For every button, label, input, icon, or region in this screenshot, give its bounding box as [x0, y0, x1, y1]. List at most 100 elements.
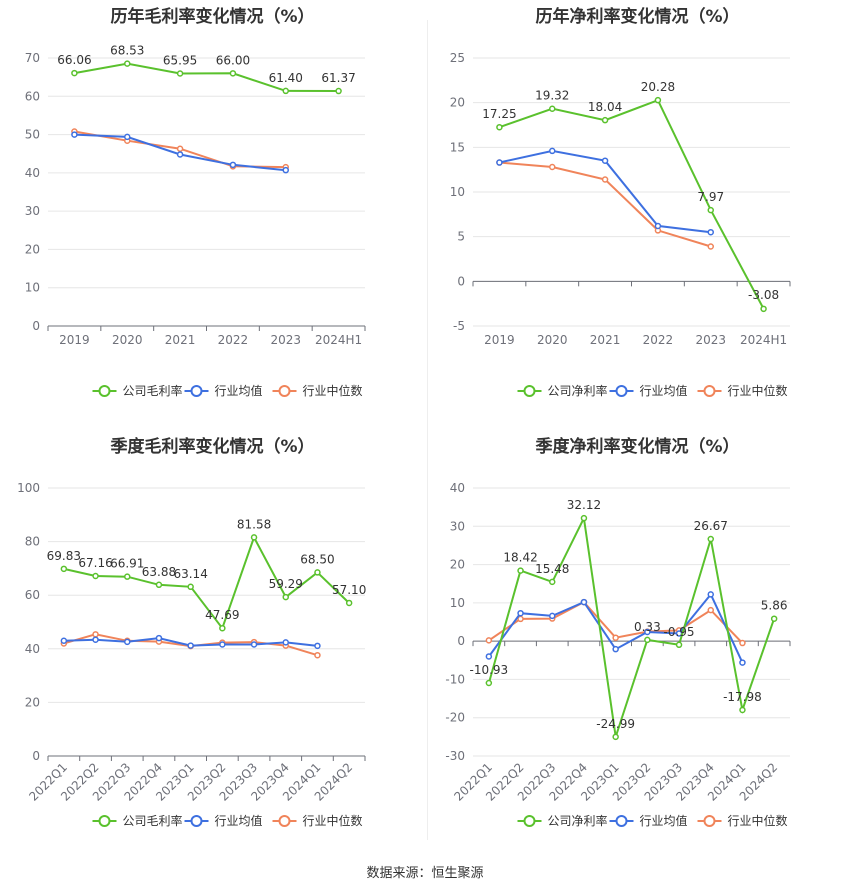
data-point-avg	[707, 591, 714, 598]
data-point-avg	[282, 166, 289, 174]
y-tick-label: -10	[445, 672, 465, 686]
legend-label: 行业均值	[640, 813, 688, 828]
data-point-avg	[654, 222, 662, 230]
chart-title: 历年毛利率变化情况（%）	[110, 7, 315, 27]
data-label: 5.86	[761, 599, 788, 613]
x-tick-label: 2021	[590, 333, 621, 347]
data-label: 57.10	[332, 583, 366, 597]
chart-title: 季度毛利率变化情况（%）	[110, 437, 315, 457]
data-point-avg	[60, 637, 68, 645]
data-point-median	[707, 606, 714, 614]
legend-item-avg: 行业均值	[609, 813, 688, 828]
y-tick-label: 40	[25, 642, 40, 656]
data-point-company	[517, 567, 524, 574]
data-point-avg	[707, 228, 714, 236]
y-tick-label: -5	[453, 319, 465, 333]
y-tick-label: -20	[445, 711, 465, 725]
x-tick-label: 2023	[695, 333, 726, 347]
data-label: -10.93	[470, 663, 509, 677]
data-label: 67.16	[78, 556, 112, 570]
series-line-company	[499, 98, 765, 310]
data-label: 20.28	[641, 80, 675, 94]
legend-label: 行业均值	[215, 813, 263, 828]
x-tick-label: 2024H1	[315, 333, 362, 347]
y-tick-label: 40	[25, 166, 40, 180]
legend-label: 行业均值	[215, 383, 263, 398]
legend-label: 行业均值	[640, 383, 688, 398]
data-source: 数据来源：恒生聚源	[366, 866, 484, 881]
data-label: 61.40	[269, 71, 303, 85]
data-point-median	[549, 163, 556, 171]
legend-item-company: 公司毛利率	[92, 383, 183, 398]
y-tick-label: 15	[450, 140, 465, 154]
series-line-median	[499, 161, 712, 248]
x-tick-label: 2022	[218, 333, 249, 347]
data-label: 32.12	[567, 498, 601, 512]
legend-marker	[523, 385, 536, 397]
data-point-company	[92, 572, 99, 580]
data-point-avg	[229, 161, 237, 169]
annual-gross-margin-chart: 历年毛利率变化情况（%） 0 10 20 30 40 50 60 70 2019 2020 2021…	[0, 0, 425, 430]
data-label: 0.33	[634, 620, 661, 634]
legend-item-median: 行业中位数	[272, 383, 363, 398]
data-point-company	[739, 706, 746, 714]
data-point-avg	[187, 642, 194, 649]
data-label: 15.48	[535, 562, 569, 576]
y-tick-label: 20	[25, 695, 40, 709]
data-point-avg	[485, 653, 493, 660]
y-tick-label: 20	[450, 558, 465, 572]
chart-title: 历年净利率变化情况（%）	[535, 7, 740, 27]
data-label: 59.29	[269, 577, 303, 591]
x-tick-label: 2020	[537, 333, 568, 347]
series-line-company	[487, 514, 776, 738]
data-point-company	[155, 581, 163, 589]
data-point-avg	[496, 159, 503, 166]
data-point-company	[675, 641, 683, 649]
data-point-avg	[644, 628, 651, 636]
data-point-avg	[124, 133, 131, 141]
legend-item-avg: 行业均值	[609, 383, 688, 398]
legend-marker	[523, 815, 536, 827]
legend-item-company: 公司毛利率	[92, 813, 183, 828]
y-tick-label: 0	[32, 749, 40, 763]
data-point-avg	[71, 131, 78, 138]
data-label: 81.58	[237, 517, 271, 531]
data-label: 66.06	[57, 53, 91, 67]
y-tick-label: 20	[450, 96, 465, 110]
legend-label: 公司净利率	[548, 383, 608, 398]
data-label: -3.08	[748, 288, 779, 302]
data-point-company	[707, 206, 714, 214]
quarterly-net-margin-chart: 季度净利率变化情况（%） -30 -20 -10 0 10 20 30 40 2022Q1 202…	[425, 430, 850, 860]
legend-label: 行业中位数	[728, 813, 788, 828]
legend-item-company: 公司净利率	[517, 383, 608, 398]
data-label: 61.37	[321, 71, 355, 85]
data-point-company	[644, 636, 651, 644]
data-label: -0.95	[664, 625, 695, 639]
data-point-company	[282, 593, 289, 601]
x-tick-label: 2024H1	[740, 333, 787, 347]
y-tick-label: 60	[25, 588, 40, 602]
data-point-avg	[282, 639, 289, 646]
chart-canvas: -5 0 5 10 15 20 25 2019 2020 2021 2022 2023 2024H1 17…	[450, 51, 791, 398]
data-label: 63.14	[173, 567, 207, 581]
data-point-company	[580, 514, 588, 522]
chart-canvas: 0 10 20 30 40 50 60 70 2019 2020 2021 2022 2023 2024H…	[25, 44, 366, 398]
y-tick-label: 10	[450, 596, 465, 610]
data-point-avg	[549, 147, 556, 155]
legend-item-median: 行业中位数	[697, 383, 788, 398]
legend-item-median: 行业中位数	[697, 813, 788, 828]
data-label: 69.83	[47, 549, 81, 563]
data-point-avg	[92, 636, 99, 643]
chart-title: 季度净利率变化情况（%）	[535, 437, 740, 457]
data-point-median	[707, 243, 714, 250]
series-line-company	[63, 534, 350, 631]
data-point-median	[485, 637, 493, 644]
data-point-company	[549, 105, 556, 112]
y-tick-label: 10	[450, 185, 465, 199]
data-label: 68.50	[300, 552, 334, 566]
series-line-company	[74, 62, 339, 92]
data-point-company	[60, 565, 68, 573]
data-label: 17.25	[482, 107, 516, 121]
data-point-company	[282, 87, 289, 95]
data-label: 19.32	[535, 89, 569, 103]
